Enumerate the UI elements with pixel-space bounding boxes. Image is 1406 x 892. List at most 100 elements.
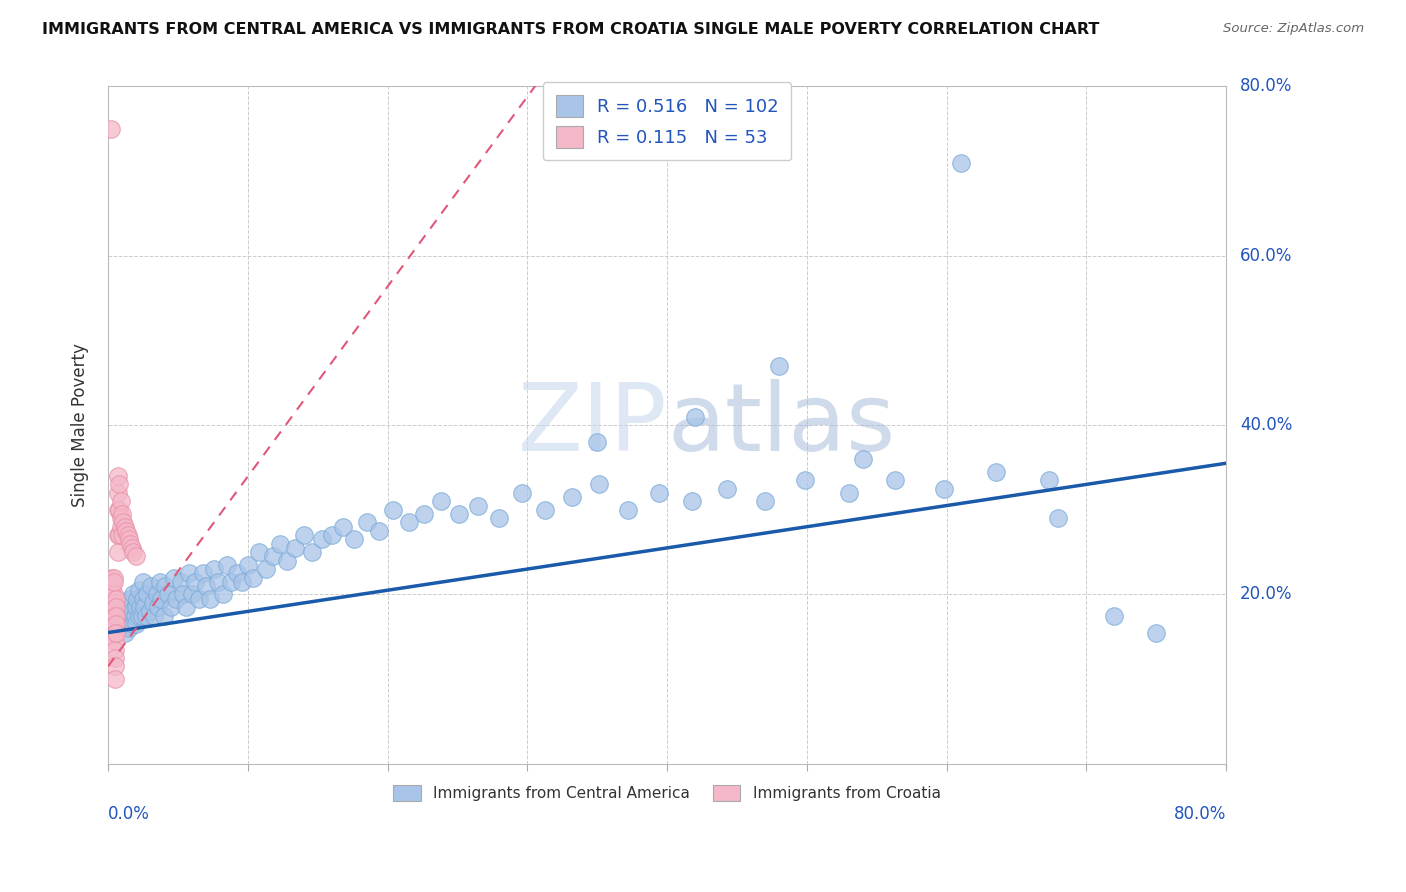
Point — [110, 494, 132, 508]
Point — [211, 587, 233, 601]
Point — [1038, 473, 1060, 487]
Point — [122, 545, 145, 559]
Point — [382, 503, 405, 517]
Point — [115, 617, 138, 632]
Point — [122, 617, 145, 632]
Point — [100, 596, 122, 610]
Point — [101, 596, 124, 610]
Point — [716, 482, 738, 496]
Text: 0.0%: 0.0% — [108, 805, 150, 823]
Point — [838, 486, 860, 500]
Point — [242, 570, 264, 584]
Point — [447, 507, 470, 521]
Point — [114, 520, 136, 534]
Point — [104, 642, 127, 657]
Point — [180, 587, 202, 601]
Legend: Immigrants from Central America, Immigrants from Croatia: Immigrants from Central America, Immigra… — [388, 779, 946, 807]
Point — [111, 528, 134, 542]
Point — [647, 486, 669, 500]
Point — [187, 591, 209, 606]
Point — [254, 562, 277, 576]
Point — [852, 452, 875, 467]
Point — [103, 600, 125, 615]
Point — [150, 591, 173, 606]
Text: 80.0%: 80.0% — [1240, 78, 1292, 95]
Point — [118, 533, 141, 547]
Point — [284, 541, 307, 555]
Point — [143, 608, 166, 623]
Point — [101, 604, 124, 618]
Point — [122, 587, 145, 601]
Point — [207, 574, 229, 589]
Point — [105, 591, 128, 606]
Point — [794, 473, 817, 487]
Point — [262, 549, 284, 564]
Point — [467, 499, 489, 513]
Point — [125, 600, 148, 615]
Point — [134, 600, 156, 615]
Point — [100, 121, 122, 136]
Point — [160, 600, 183, 615]
Point — [146, 587, 169, 601]
Text: 40.0%: 40.0% — [1240, 417, 1292, 434]
Point — [153, 608, 176, 623]
Point — [125, 549, 148, 564]
Point — [121, 541, 143, 555]
Point — [194, 579, 217, 593]
Point — [170, 574, 193, 589]
Point — [148, 600, 170, 615]
Point — [884, 473, 907, 487]
Point — [198, 591, 221, 606]
Point — [104, 659, 127, 673]
Point — [129, 600, 152, 615]
Point — [332, 520, 354, 534]
Point — [139, 604, 162, 618]
Point — [114, 625, 136, 640]
Point — [488, 511, 510, 525]
Point — [1047, 511, 1070, 525]
Point — [398, 516, 420, 530]
Text: atlas: atlas — [666, 379, 896, 471]
Point — [128, 608, 150, 623]
Point — [115, 524, 138, 538]
Text: 80.0%: 80.0% — [1174, 805, 1226, 823]
Point — [586, 435, 609, 450]
Point — [247, 545, 270, 559]
Point — [429, 494, 451, 508]
Point — [104, 596, 127, 610]
Point — [117, 608, 139, 623]
Point — [412, 507, 434, 521]
Text: 20.0%: 20.0% — [1240, 585, 1292, 604]
Point — [105, 625, 128, 640]
Point — [103, 574, 125, 589]
Point — [127, 591, 149, 606]
Point — [191, 566, 214, 581]
Point — [131, 608, 153, 623]
Point — [103, 587, 125, 601]
Point — [132, 591, 155, 606]
Point — [617, 503, 640, 517]
Point — [111, 507, 134, 521]
Point — [105, 600, 128, 615]
Point — [124, 608, 146, 623]
Point — [949, 155, 972, 169]
Point — [754, 494, 776, 508]
Point — [104, 672, 127, 686]
Point — [108, 608, 131, 623]
Point — [105, 608, 128, 623]
Point — [219, 574, 242, 589]
Point — [107, 503, 129, 517]
Point — [107, 528, 129, 542]
Point — [120, 591, 142, 606]
Point — [183, 574, 205, 589]
Point — [984, 465, 1007, 479]
Point — [149, 574, 172, 589]
Point — [110, 520, 132, 534]
Point — [510, 486, 533, 500]
Point — [101, 621, 124, 635]
Text: Source: ZipAtlas.com: Source: ZipAtlas.com — [1223, 22, 1364, 36]
Point — [105, 617, 128, 632]
Point — [103, 570, 125, 584]
Point — [681, 494, 703, 508]
Point — [101, 630, 124, 644]
